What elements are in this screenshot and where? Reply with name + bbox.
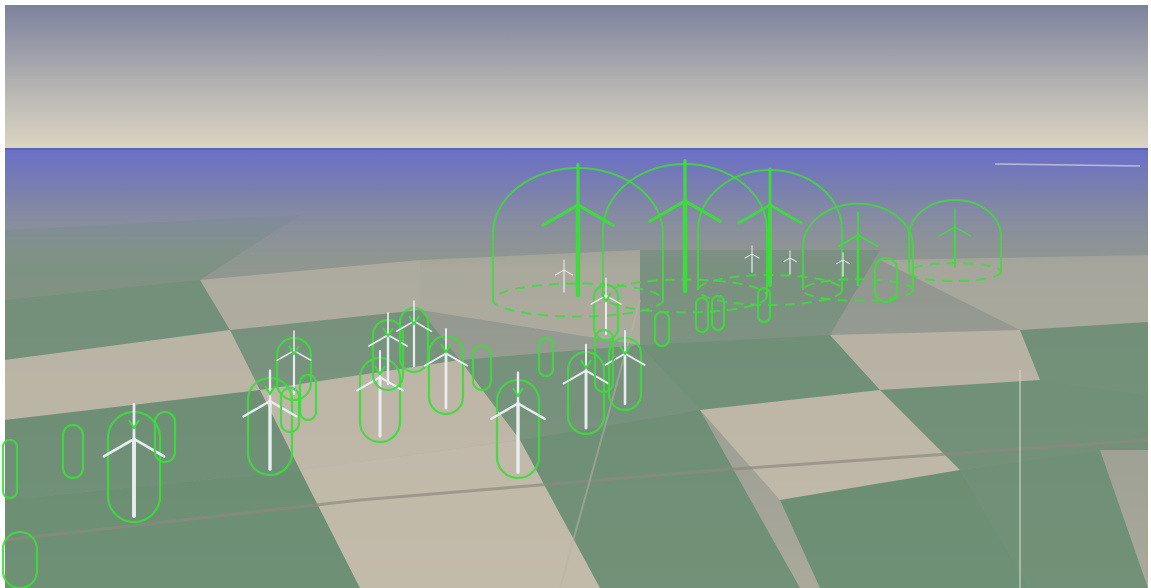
turbine-18 bbox=[604, 330, 646, 406]
sky bbox=[5, 5, 1148, 150]
capsule-zone-21 bbox=[694, 296, 710, 334]
field-11 bbox=[700, 390, 960, 500]
distant-turbine-4 bbox=[836, 252, 850, 277]
turbine-dome-5 bbox=[938, 208, 972, 268]
field-18 bbox=[200, 260, 420, 330]
turbine-dome-3 bbox=[737, 167, 803, 287]
dome-zone-2 bbox=[602, 158, 768, 314]
field-10 bbox=[640, 335, 880, 410]
capsule-zone-11 bbox=[395, 300, 433, 374]
turbine-dome-1 bbox=[541, 162, 615, 298]
turbine-5 bbox=[242, 369, 298, 471]
turbine-12 bbox=[423, 327, 469, 410]
capsule-zone-3 bbox=[61, 423, 85, 480]
turbine-dome-4 bbox=[837, 211, 879, 287]
field-16 bbox=[1020, 322, 1148, 395]
capsule-zone-17 bbox=[590, 277, 622, 342]
capsule-zone-4 bbox=[1, 438, 19, 500]
distant-turbine-1 bbox=[554, 259, 574, 293]
field-12 bbox=[780, 470, 1030, 588]
turbine-6 bbox=[276, 330, 312, 396]
capsule-zone-19 bbox=[593, 328, 615, 394]
capsule-zone-22 bbox=[710, 294, 726, 332]
capsule-zone-16 bbox=[562, 343, 610, 436]
capsule-zone-15 bbox=[537, 336, 555, 378]
field-13 bbox=[830, 330, 1040, 390]
field-17 bbox=[1040, 380, 1148, 450]
field-19 bbox=[420, 250, 640, 345]
capsule-zone-2 bbox=[153, 410, 177, 464]
dome-zone-1 bbox=[492, 162, 664, 318]
capsule-zone-10 bbox=[368, 312, 408, 392]
capsule-zone-1 bbox=[102, 403, 166, 524]
field-20 bbox=[640, 250, 880, 345]
distant-turbine-3 bbox=[783, 250, 797, 275]
turbine-dome-2 bbox=[648, 158, 722, 294]
capsule-zone-13 bbox=[471, 344, 493, 392]
capsule-zone-12 bbox=[423, 327, 469, 416]
roads bbox=[4, 299, 1149, 588]
capsule-zone-8 bbox=[298, 373, 318, 422]
turbine-11 bbox=[395, 300, 433, 368]
turbine-1 bbox=[102, 403, 166, 518]
field-6 bbox=[260, 360, 520, 470]
capsule-zone-6 bbox=[275, 330, 313, 402]
field-3 bbox=[5, 390, 300, 500]
distant-turbine-2 bbox=[744, 245, 760, 273]
turbine-16 bbox=[562, 343, 610, 430]
distant-road bbox=[994, 163, 1141, 167]
field-9 bbox=[520, 410, 800, 588]
capsule-zone-18 bbox=[604, 330, 646, 412]
capsule-zone-14 bbox=[490, 371, 546, 480]
capsule-zone-23 bbox=[756, 286, 772, 324]
capsule-zone-5 bbox=[242, 369, 298, 477]
capsule-zone-9 bbox=[356, 349, 404, 444]
turbine-layer bbox=[1, 158, 1002, 588]
capsule-zone-24 bbox=[873, 256, 899, 304]
turbine-14 bbox=[490, 371, 546, 474]
field-1 bbox=[5, 280, 230, 360]
field-15 bbox=[960, 450, 1148, 588]
capsule-zone-20 bbox=[653, 310, 671, 348]
capsule-zone-25 bbox=[1, 530, 39, 588]
turbine-10 bbox=[368, 312, 408, 386]
dome-zone-5 bbox=[908, 199, 1002, 282]
field-21 bbox=[880, 255, 1148, 330]
field-4 bbox=[5, 470, 360, 588]
